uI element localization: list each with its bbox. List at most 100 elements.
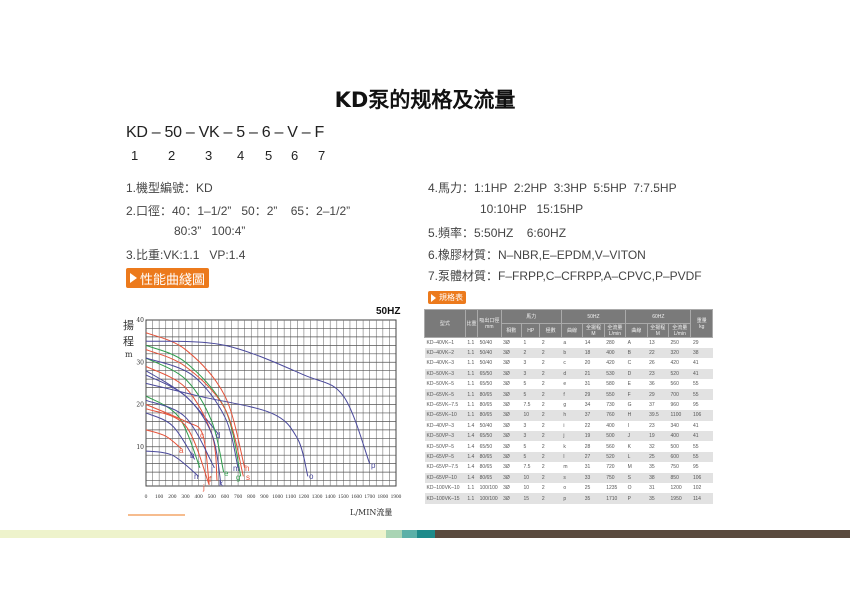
th-curve: 曲線 xyxy=(560,323,584,338)
table-cell: 50/40 xyxy=(477,347,502,359)
table-cell: 560 xyxy=(670,381,679,388)
table-cell: 1.4 xyxy=(467,422,475,429)
performance-curve-button[interactable]: 性能曲綫圖 xyxy=(126,268,210,288)
table-cell: KD–50VP–3 xyxy=(424,431,466,442)
table-cell: J xyxy=(625,431,648,442)
table-cell: 5 xyxy=(523,443,527,450)
table-cell: j xyxy=(561,431,583,442)
curve-label-s: s xyxy=(246,473,250,482)
table-cell: 31 xyxy=(584,464,591,471)
table-cell: 100/100 xyxy=(479,485,498,492)
table-row: KD–100VK–15 1.1 100/100 3Ø 15 2 p 35 1710 P 35 1950… xyxy=(424,493,713,504)
table-cell: 520 xyxy=(604,451,626,463)
th-head: 全揚程 M xyxy=(582,323,605,338)
table-cell: 7.5 xyxy=(523,402,531,409)
table-row: KD–65VK–10 1.1 80/65 3Ø 10 2 h 37 760 H 39.5 1100 10… xyxy=(424,410,713,421)
curve-h xyxy=(145,332,246,469)
table-cell: 2 xyxy=(539,493,562,504)
table-cell: 500 xyxy=(670,443,679,450)
y-tick-label: 20 xyxy=(136,402,144,409)
play-triangle-icon xyxy=(431,293,436,302)
curve-f xyxy=(145,366,218,481)
table-cell: KD–50VP–5 xyxy=(426,443,455,450)
spec-table-button[interactable]: 規格表 xyxy=(428,291,466,304)
table-cell: o xyxy=(563,485,567,492)
curve-j xyxy=(145,408,210,485)
table-cell: 3 xyxy=(521,431,540,442)
table-cell: 55 xyxy=(690,451,713,463)
table-cell: O xyxy=(627,485,632,492)
th-flow: 全流量 L/min xyxy=(668,323,692,338)
table-cell: KD–65VK–5 xyxy=(424,389,466,400)
th-flow: 全流量 L/min xyxy=(603,323,627,338)
curve-label-j: j xyxy=(202,483,205,492)
table-cell: 2 xyxy=(541,339,545,346)
table-cell: KD–65VK–10 xyxy=(424,410,466,421)
stripe-segment xyxy=(417,530,435,538)
table-cell: 1100 xyxy=(668,410,691,421)
x-axis-label: L/MIN流量 xyxy=(350,507,392,517)
table-row: KD–65VK–7.5 1.1 80/65 3Ø 7.5 2 g 34 730 G 37 960 95 xyxy=(425,400,713,410)
th-poles: 極數 xyxy=(539,323,562,338)
table-cell: 320 xyxy=(668,347,691,359)
table-cell: 3Ø xyxy=(501,410,522,421)
table-cell: 1.1 xyxy=(467,381,475,388)
table-cell: 14 xyxy=(584,339,591,346)
table-cell: f xyxy=(561,389,583,400)
footer-stripe xyxy=(0,530,850,538)
table-row: KD–65VP–10 1.4 80/65 3Ø 10 2 s 33 750 S 38 850 106 xyxy=(424,472,713,483)
table-cell: 420 xyxy=(670,360,679,367)
table-cell: 3 xyxy=(523,360,527,367)
table-cell: 250 xyxy=(670,339,679,346)
table-cell: 1.1 xyxy=(465,389,478,400)
performance-curve-label: 性能曲綫圖 xyxy=(140,272,206,288)
table-cell: 1950 xyxy=(668,493,691,504)
x-tick-label: 1500 xyxy=(338,494,349,500)
table-row: KD–40VK–3 1.1 50/40 3Ø 3 2 c 20 420 C 26 420 41 xyxy=(425,358,713,368)
table-cell: 35 xyxy=(582,493,605,504)
table-cell: 2 xyxy=(539,451,562,463)
table-cell: 3Ø xyxy=(503,422,510,429)
table-cell: I xyxy=(627,422,630,429)
x-tick-label: 500 xyxy=(208,494,217,500)
table-cell: 32 xyxy=(649,443,655,450)
spec-item-body: 7.泵體材質：F–FRPP,C–CFRPP,A–CPVC,P–PVDF xyxy=(428,269,702,283)
table-cell: 15 xyxy=(521,493,540,504)
table-row: KD–50VP–3 1.4 65/50 3Ø 3 2 j 19 500 J 19 400 41 xyxy=(424,431,713,442)
table-cell: 1.1 xyxy=(465,410,478,421)
curve-a xyxy=(145,429,182,450)
table-cell: 80/65 xyxy=(477,451,502,463)
table-cell: 2 xyxy=(541,485,545,492)
table-cell: 3Ø xyxy=(501,472,522,483)
table-cell: 520 xyxy=(668,368,691,380)
table-cell: h xyxy=(561,410,583,421)
table-cell: 35 xyxy=(649,464,655,471)
y-tick-label: 40 xyxy=(136,317,144,324)
table-cell: 3Ø xyxy=(503,360,510,367)
table-cell: 65/50 xyxy=(477,368,502,380)
table-cell: 65/50 xyxy=(479,381,493,388)
table-cell: 23 xyxy=(647,368,669,380)
table-cell: 65/50 xyxy=(477,431,502,442)
table-cell: 41 xyxy=(690,368,713,380)
curve-n xyxy=(145,450,199,477)
table-cell: 41 xyxy=(692,422,699,429)
table-cell: 530 xyxy=(604,368,626,380)
table-cell: F xyxy=(625,389,648,400)
table-cell: 1.4 xyxy=(467,443,475,450)
table-cell: 29 xyxy=(582,389,605,400)
curve-label-e: e xyxy=(224,469,229,478)
table-cell: KD–40VP–3 xyxy=(426,422,455,429)
table-cell: 28 xyxy=(584,443,591,450)
spec-item-sg: 3.比重:VK:1.1 VP:1.4 xyxy=(126,248,246,262)
curve-p xyxy=(145,340,371,464)
table-row: KD–40VK–2 1.1 50/40 3Ø 2 2 b 18 400 B 22 320 38 xyxy=(424,347,713,359)
code-number: 7 xyxy=(318,148,326,163)
table-cell: 10 xyxy=(523,485,530,492)
stripe-segment xyxy=(386,530,402,538)
table-row: KD–50VP–5 1.4 65/50 3Ø 5 2 k 28 560 K 32 500 55 xyxy=(425,441,713,451)
table-row: KD–65VP–7.5 1.4 80/65 3Ø 7.5 2 m 31 720 M 35 750 95 xyxy=(425,462,713,472)
table-cell: 1.1 xyxy=(467,360,475,367)
table-cell: KD–40VK–1 xyxy=(426,339,455,346)
